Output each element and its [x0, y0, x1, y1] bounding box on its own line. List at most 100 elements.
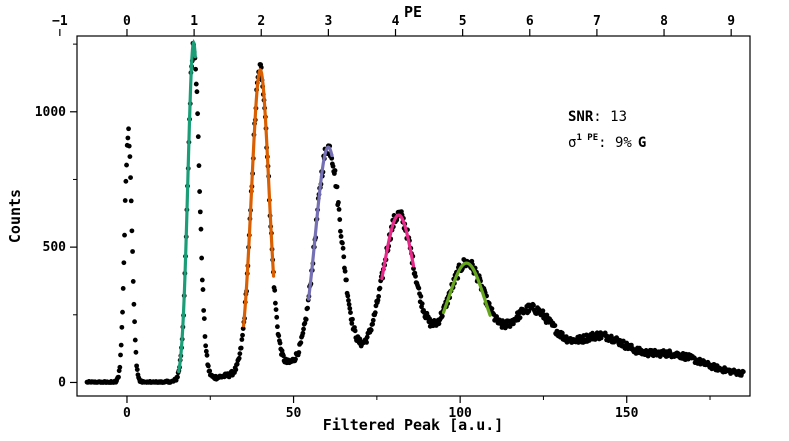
data-point — [301, 326, 306, 332]
data-point — [132, 319, 137, 325]
data-point — [364, 340, 369, 345]
data-point — [349, 321, 355, 326]
x-tick-label: 100 — [448, 406, 472, 421]
data-point — [237, 351, 243, 357]
x2-tick-label: 1 — [190, 14, 198, 29]
data-point — [337, 217, 343, 222]
data-point — [375, 297, 381, 303]
data-point — [346, 298, 351, 303]
data-point — [233, 367, 239, 373]
data-point — [134, 363, 140, 369]
data-point — [346, 302, 352, 307]
data-point — [199, 255, 205, 261]
x-axis-label: Filtered Peak [a.u.] — [323, 416, 504, 434]
data-point — [272, 300, 278, 306]
data-point — [207, 368, 213, 374]
data-point — [330, 163, 336, 169]
data-point — [416, 285, 422, 291]
data-point — [340, 240, 345, 246]
x2-tick-label: 8 — [660, 14, 668, 29]
data-point — [439, 313, 445, 319]
data-point — [117, 364, 123, 370]
fit-curves — [177, 39, 492, 374]
x2-tick-label: 2 — [257, 14, 265, 29]
data-point — [334, 184, 340, 190]
data-point — [436, 321, 442, 327]
snr-value: : 13 — [593, 109, 627, 125]
x-tick-label: 150 — [615, 406, 639, 421]
y-tick-label: 500 — [43, 240, 67, 255]
data-point — [489, 306, 495, 312]
data-point — [134, 367, 140, 372]
data-point — [531, 302, 536, 308]
data-point — [126, 143, 132, 149]
data-point — [352, 328, 358, 334]
data-point — [300, 330, 306, 336]
data-point — [336, 200, 341, 205]
data-point — [608, 333, 614, 339]
data-point — [199, 277, 205, 283]
data-point — [298, 340, 304, 346]
data-point — [194, 89, 200, 95]
data-point — [236, 355, 242, 361]
fit-curve — [306, 145, 334, 301]
data-point — [234, 361, 240, 367]
x2-tick-label: 7 — [593, 14, 601, 29]
data-point — [193, 66, 199, 72]
data-point — [540, 308, 546, 314]
data-point — [202, 334, 208, 339]
data-point — [345, 293, 351, 299]
data-point — [370, 321, 375, 327]
sigma-value: : 9% — [598, 135, 632, 151]
data-point — [118, 352, 123, 358]
x2-axis-label: PE — [404, 3, 422, 21]
data-point — [273, 307, 279, 312]
data-point — [740, 369, 746, 375]
data-point — [277, 340, 283, 346]
data-point — [120, 309, 125, 315]
data-point — [347, 306, 353, 311]
sigma-superscript: 1 PE — [576, 133, 598, 143]
data-point — [494, 314, 500, 319]
data-point — [240, 332, 245, 338]
data-point — [239, 337, 245, 342]
data-point — [377, 285, 383, 291]
data-point — [198, 226, 204, 232]
data-point — [124, 162, 129, 168]
sigma-symbol: σ — [568, 135, 576, 151]
data-point — [127, 154, 133, 160]
data-point — [348, 310, 353, 315]
data-point — [195, 134, 201, 140]
data-point — [130, 249, 135, 254]
data-point — [203, 348, 209, 354]
data-point — [201, 316, 207, 321]
x-tick-label: 50 — [286, 406, 302, 421]
data-point — [122, 198, 128, 203]
data-point — [370, 317, 376, 323]
data-point — [350, 316, 355, 322]
x2-axis-ticks: −1 0 1 2 3 4 5 6 7 8 9 — [52, 14, 735, 36]
data-point — [419, 301, 425, 307]
data-point — [338, 234, 344, 239]
x2-tick-label: 3 — [324, 14, 332, 29]
data-point — [240, 326, 246, 332]
data-point — [281, 353, 286, 359]
data-point — [197, 189, 203, 194]
fit-curve — [241, 67, 276, 328]
y-axis-ticks: 0 500 1000 — [35, 43, 77, 390]
data-point — [130, 279, 136, 284]
x2-tick-label: 4 — [392, 14, 400, 29]
fit-curve — [380, 213, 416, 281]
data-point — [368, 327, 374, 333]
data-point — [201, 308, 207, 313]
data-point — [517, 315, 523, 321]
x-axis-ticks: 0 50 100 150 — [123, 396, 711, 421]
data-point — [200, 287, 206, 292]
data-point — [342, 268, 348, 274]
data-point — [123, 178, 129, 184]
data-point — [197, 209, 203, 215]
data-point — [376, 294, 382, 299]
data-point — [372, 310, 378, 316]
x2-tick-label: −1 — [52, 14, 68, 29]
svg-text:SNR: 13: SNR: 13 — [568, 109, 627, 125]
